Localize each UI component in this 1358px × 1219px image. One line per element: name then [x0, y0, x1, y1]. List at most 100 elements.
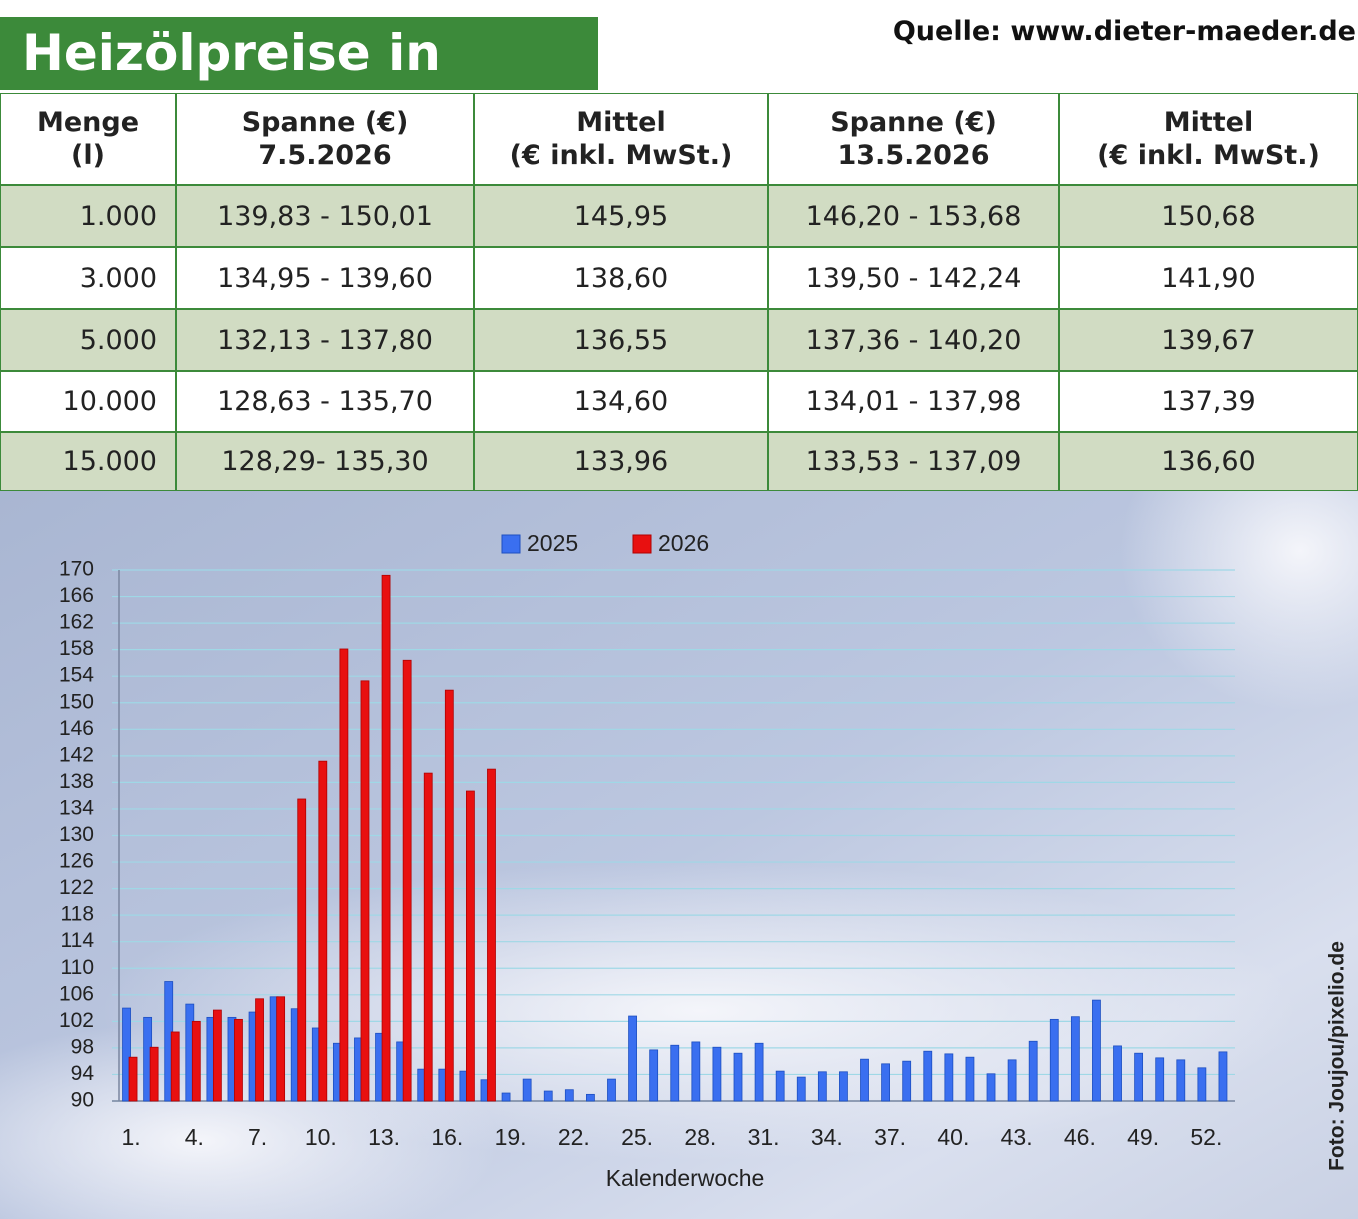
bar — [839, 1071, 848, 1102]
bar — [1070, 1016, 1080, 1102]
legend-label: 2025 — [527, 530, 578, 556]
bar — [522, 1078, 532, 1102]
bar — [628, 1015, 637, 1102]
bar — [564, 1089, 574, 1102]
table-cell: 139,67 — [1059, 309, 1358, 371]
header-cell: Spanne (€) 13.5.2026 — [768, 93, 1059, 185]
bar — [965, 1056, 975, 1102]
table-cell: 132,13 - 137,80 — [176, 309, 474, 371]
x-tick-label: 25. — [621, 1124, 653, 1150]
y-tick-label: 166 — [59, 584, 94, 607]
header-cell: Menge (l) — [0, 93, 176, 185]
x-tick-label: 28. — [684, 1124, 716, 1150]
y-tick-label: 130 — [59, 823, 94, 846]
y-tick-label: 154 — [59, 664, 94, 687]
source: Quelle: www.dieter-maeder.de — [892, 16, 1356, 47]
y-tick-label: 110 — [61, 956, 94, 979]
legend-swatch — [501, 534, 521, 554]
bar — [586, 1093, 595, 1102]
bar — [339, 648, 349, 1102]
bar — [607, 1078, 616, 1102]
x-tick-label: 31. — [748, 1124, 780, 1150]
x-axis-label: Kalenderwoche — [606, 1165, 765, 1191]
bar — [1028, 1040, 1038, 1102]
y-tick-label: 102 — [59, 1009, 94, 1032]
x-tick-label: 10. — [305, 1124, 337, 1150]
bar — [122, 1007, 131, 1102]
bar — [775, 1070, 785, 1102]
bar — [255, 998, 264, 1102]
bar — [881, 1063, 890, 1102]
y-tick-label: 146 — [59, 717, 94, 740]
bar — [423, 772, 433, 1102]
title: Heizölpreise in Berlin — [0, 17, 598, 155]
bar — [902, 1060, 912, 1102]
y-tick-label: 138 — [59, 770, 94, 793]
y-tick-label: 162 — [59, 611, 94, 634]
table-cell: 128,63 - 135,70 — [176, 371, 474, 432]
x-tick-label: 19. — [495, 1124, 527, 1150]
y-tick-label: 98 — [71, 1035, 94, 1058]
bar — [402, 659, 412, 1102]
table-cell: 134,95 - 139,60 — [176, 247, 474, 309]
x-tick-label: 1. — [121, 1124, 140, 1150]
bar — [712, 1046, 722, 1102]
table-cell: 150,68 — [1059, 185, 1358, 247]
y-tick-label: 122 — [59, 876, 94, 899]
y-tick-label: 94 — [71, 1062, 95, 1085]
table-cell: 139,50 - 142,24 — [768, 247, 1059, 309]
table-cell: 133,53 - 137,09 — [768, 432, 1059, 491]
table-cell: 5.000 — [0, 309, 176, 371]
bar — [297, 798, 307, 1102]
bar — [381, 574, 391, 1102]
bar — [1092, 999, 1101, 1102]
photo-credit: Foto: Joujou/pixelio.de — [1326, 941, 1349, 1171]
y-tick-label: 126 — [59, 850, 94, 873]
x-tick-label: 4. — [185, 1124, 204, 1150]
table-cell: 3.000 — [0, 247, 176, 309]
legend-swatch — [632, 534, 652, 554]
header-text: Menge — [36, 107, 140, 138]
header-text: 7.5.2026 — [258, 140, 392, 171]
x-tick-label: 13. — [368, 1124, 400, 1150]
sun-glow — [1120, 491, 1358, 711]
y-tick-label: 150 — [59, 690, 94, 713]
x-tick-label: 7. — [248, 1124, 267, 1150]
bar — [1007, 1059, 1017, 1102]
table-cell: 146,20 - 153,68 — [768, 185, 1059, 247]
x-tick-label: 52. — [1190, 1124, 1222, 1150]
bar — [1176, 1059, 1186, 1102]
bar — [487, 768, 496, 1102]
y-tick-label: 142 — [59, 743, 94, 766]
bar — [1155, 1057, 1165, 1102]
table-cell: 134,60 — [474, 371, 768, 432]
y-tick-label: 170 — [59, 558, 94, 581]
bar — [501, 1092, 511, 1102]
bar — [543, 1090, 553, 1102]
bar — [944, 1053, 954, 1102]
y-tick-label: 90 — [71, 1089, 94, 1112]
table-cell: 138,60 — [474, 247, 768, 309]
bar — [318, 760, 328, 1102]
table-cell: 139,83 - 150,01 — [176, 185, 474, 247]
x-tick-label: 34. — [811, 1124, 843, 1150]
legend-label: 2026 — [658, 530, 709, 556]
header-cell: Spanne (€) 7.5.2026 — [176, 93, 474, 185]
bar — [149, 1046, 159, 1102]
header-text: Spanne (€) — [830, 107, 997, 138]
table-cell: 134,01 - 137,98 — [768, 371, 1059, 432]
x-tick-label: 49. — [1127, 1124, 1159, 1150]
bar — [796, 1076, 806, 1102]
header-text: Mittel — [576, 107, 666, 138]
bar — [360, 680, 370, 1102]
x-tick-label: 40. — [937, 1124, 969, 1150]
bar — [234, 1018, 243, 1102]
bar — [817, 1071, 827, 1102]
table-cell: 137,36 - 140,20 — [768, 309, 1059, 371]
table-cell: 1.000 — [0, 185, 176, 247]
bar — [1197, 1067, 1207, 1102]
table-cell: 133,96 — [474, 432, 768, 491]
header-cell: Mittel (€ inkl. MwSt.) — [1059, 93, 1358, 185]
y-tick-label: 118 — [61, 903, 94, 926]
